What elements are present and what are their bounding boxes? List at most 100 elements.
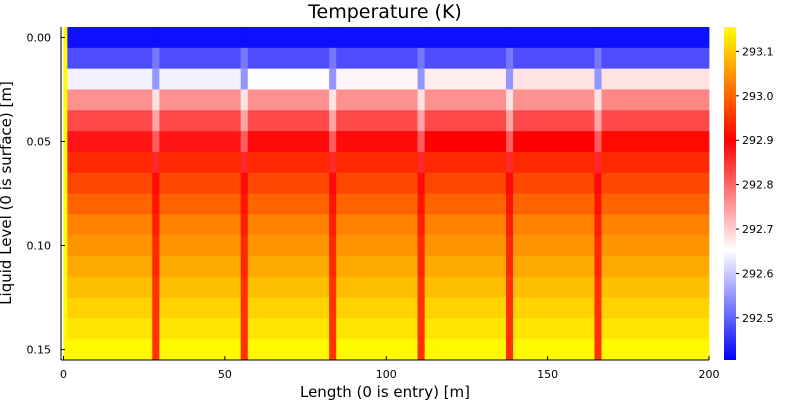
heatmap-cell bbox=[329, 68, 337, 90]
heatmap-cell bbox=[240, 110, 249, 132]
heatmap-cell bbox=[601, 68, 710, 90]
heatmap-cell bbox=[336, 297, 418, 319]
heatmap-cell bbox=[424, 318, 507, 340]
heatmap-cell bbox=[594, 318, 602, 340]
heatmap-cell bbox=[505, 276, 514, 298]
heatmap-cell bbox=[424, 172, 507, 194]
heatmap-cell bbox=[505, 297, 514, 319]
heatmap-cell bbox=[424, 47, 507, 70]
heatmap-cell bbox=[329, 255, 337, 278]
heatmap-cell bbox=[329, 27, 337, 49]
heatmap-cell bbox=[336, 193, 418, 215]
heatmap-cell bbox=[152, 27, 160, 49]
y-tick-label: 0.05 bbox=[27, 135, 52, 148]
heatmap-cell bbox=[424, 255, 507, 278]
heatmap-cell bbox=[240, 214, 249, 236]
heatmap-cell bbox=[67, 339, 153, 361]
heatmap-cell bbox=[336, 89, 418, 111]
heatmap-cell bbox=[152, 89, 160, 111]
heatmap-cell bbox=[152, 339, 160, 361]
heatmap-cell bbox=[417, 68, 426, 90]
heatmap-cell bbox=[159, 193, 242, 215]
heatmap-cell bbox=[417, 47, 426, 70]
heatmap-cell bbox=[424, 110, 507, 132]
heatmap-cell bbox=[247, 172, 330, 194]
x-tick-label: 200 bbox=[699, 368, 720, 381]
heatmap-cell bbox=[505, 27, 514, 49]
colorbar-ticks: 292.5 292.6 292.7 292.8 292.9 293.0 293.1 bbox=[736, 45, 774, 325]
heatmap-cell bbox=[67, 47, 153, 70]
heatmap-cell bbox=[240, 68, 249, 90]
heatmap-cell bbox=[63, 255, 68, 278]
colorbar bbox=[724, 27, 736, 360]
heatmap-cell bbox=[329, 318, 337, 340]
heatmap-cell bbox=[601, 214, 710, 236]
heatmap-cell bbox=[601, 110, 710, 132]
heatmap-cell bbox=[417, 151, 426, 174]
heatmap-cell bbox=[240, 47, 249, 70]
heatmap-cell bbox=[63, 235, 68, 257]
heatmap-cell bbox=[336, 318, 418, 340]
heatmap-cell bbox=[513, 27, 595, 49]
heatmap-cell bbox=[601, 151, 710, 174]
heatmap-cell bbox=[152, 47, 160, 70]
heatmap-cell bbox=[67, 318, 153, 340]
heatmap-cell bbox=[505, 235, 514, 257]
y-axis-ticks: 0.00 0.05 0.10 0.15 bbox=[27, 31, 65, 357]
heatmap-cell bbox=[159, 68, 242, 90]
heatmap-cell bbox=[329, 131, 337, 153]
heatmap-cell bbox=[594, 193, 602, 215]
heatmap-cell bbox=[513, 110, 595, 132]
heatmap-cell bbox=[67, 235, 153, 257]
heatmap-cell bbox=[329, 214, 337, 236]
heatmap-cell bbox=[159, 339, 242, 361]
heatmap-cell bbox=[152, 276, 160, 298]
heatmap-cell bbox=[329, 235, 337, 257]
heatmap-cell bbox=[329, 89, 337, 111]
heatmap-cell bbox=[505, 131, 514, 153]
heatmap-cell bbox=[424, 339, 507, 361]
heatmap-cell bbox=[152, 151, 160, 174]
heatmap-cell bbox=[67, 276, 153, 298]
heatmap-cell bbox=[63, 276, 68, 298]
heatmap-cell bbox=[240, 172, 249, 194]
heatmap-cell bbox=[152, 235, 160, 257]
heatmap-cell bbox=[424, 89, 507, 111]
heatmap-cell bbox=[329, 193, 337, 215]
colorbar-tick-label: 292.8 bbox=[742, 179, 774, 192]
heatmap-cell bbox=[67, 255, 153, 278]
heatmap-cell bbox=[67, 172, 153, 194]
heatmap-cell bbox=[336, 172, 418, 194]
heatmap-cell bbox=[152, 214, 160, 236]
heatmap-cell bbox=[417, 339, 426, 361]
heatmap-cell bbox=[240, 255, 249, 278]
heatmap-cell bbox=[247, 235, 330, 257]
y-tick-label: 0.15 bbox=[27, 344, 52, 357]
heatmap-cell bbox=[152, 68, 160, 90]
heatmap-cell bbox=[63, 151, 68, 174]
x-tick-label: 150 bbox=[537, 368, 558, 381]
heatmap-cell bbox=[159, 27, 242, 49]
heatmap-cell bbox=[67, 110, 153, 132]
colorbar-tick-label: 293.0 bbox=[742, 90, 774, 103]
heatmap-cell bbox=[601, 318, 710, 340]
heatmap-cell bbox=[417, 172, 426, 194]
heatmap-cell bbox=[513, 68, 595, 90]
heatmap-cell bbox=[240, 235, 249, 257]
heatmap-cell bbox=[336, 68, 418, 90]
heatmap-cell bbox=[159, 131, 242, 153]
heatmap-cell bbox=[601, 172, 710, 194]
heatmap-cell bbox=[505, 318, 514, 340]
heatmap-cell bbox=[513, 131, 595, 153]
heatmap-cell bbox=[67, 131, 153, 153]
heatmap-cell bbox=[247, 255, 330, 278]
heatmap-cell bbox=[513, 47, 595, 70]
y-tick-label: 0.00 bbox=[27, 31, 52, 44]
heatmap-cell bbox=[247, 68, 330, 90]
heatmap-cell bbox=[601, 297, 710, 319]
heatmap-cell bbox=[513, 172, 595, 194]
heatmap-cell bbox=[417, 110, 426, 132]
heatmap-cell bbox=[240, 297, 249, 319]
heatmap-cell bbox=[159, 110, 242, 132]
heatmap-cell bbox=[63, 297, 68, 319]
